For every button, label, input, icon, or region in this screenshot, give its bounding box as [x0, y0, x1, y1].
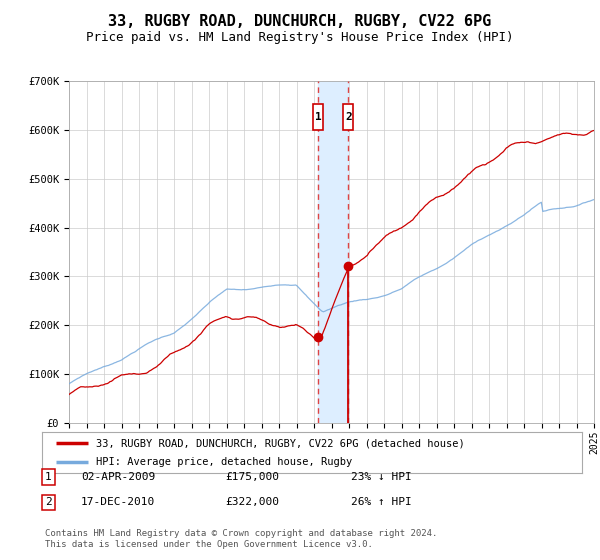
FancyBboxPatch shape: [343, 104, 353, 130]
Text: 17-DEC-2010: 17-DEC-2010: [81, 497, 155, 507]
Text: 33, RUGBY ROAD, DUNCHURCH, RUGBY, CV22 6PG: 33, RUGBY ROAD, DUNCHURCH, RUGBY, CV22 6…: [109, 14, 491, 29]
Text: 1: 1: [45, 472, 52, 482]
FancyBboxPatch shape: [313, 104, 323, 130]
Text: Contains HM Land Registry data © Crown copyright and database right 2024.
This d: Contains HM Land Registry data © Crown c…: [45, 529, 437, 549]
Text: 02-APR-2009: 02-APR-2009: [81, 472, 155, 482]
Text: 33, RUGBY ROAD, DUNCHURCH, RUGBY, CV22 6PG (detached house): 33, RUGBY ROAD, DUNCHURCH, RUGBY, CV22 6…: [96, 438, 465, 449]
Text: 1: 1: [315, 112, 322, 122]
Text: HPI: Average price, detached house, Rugby: HPI: Average price, detached house, Rugb…: [96, 457, 352, 467]
Bar: [319, 81, 349, 423]
Text: £175,000: £175,000: [225, 472, 279, 482]
Text: 23% ↓ HPI: 23% ↓ HPI: [351, 472, 412, 482]
Text: 26% ↑ HPI: 26% ↑ HPI: [351, 497, 412, 507]
Text: £322,000: £322,000: [225, 497, 279, 507]
Text: 2: 2: [45, 497, 52, 507]
Text: Price paid vs. HM Land Registry's House Price Index (HPI): Price paid vs. HM Land Registry's House …: [86, 31, 514, 44]
Text: 2: 2: [345, 112, 352, 122]
